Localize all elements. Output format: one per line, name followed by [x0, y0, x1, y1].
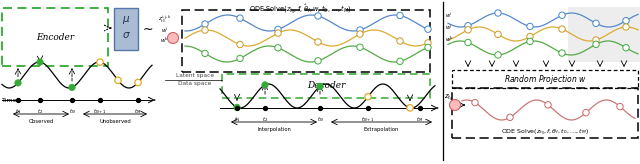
Text: Data space: Data space [179, 82, 212, 86]
Circle shape [559, 50, 565, 56]
Text: $w^i$: $w^i$ [445, 10, 453, 20]
Circle shape [202, 21, 208, 27]
Circle shape [36, 59, 44, 65]
Circle shape [593, 20, 599, 27]
Text: $t_M$: $t_M$ [417, 115, 424, 124]
Circle shape [237, 15, 243, 21]
Bar [182, 10, 430, 72]
Circle shape [97, 59, 103, 65]
Text: $\sigma$: $\sigma$ [122, 30, 131, 40]
Text: $w^k$: $w^k$ [445, 34, 454, 44]
Text: $w^i$: $w^i$ [161, 25, 169, 35]
Text: $w^j$: $w^j$ [445, 22, 453, 32]
Text: $t_1$: $t_1$ [234, 115, 240, 124]
Circle shape [465, 22, 471, 29]
Circle shape [559, 26, 565, 32]
Circle shape [202, 50, 208, 57]
Bar [452, 70, 638, 88]
Circle shape [365, 93, 371, 100]
Text: Time: Time [2, 98, 17, 102]
Circle shape [357, 31, 364, 37]
Bar [114, 8, 138, 50]
Circle shape [617, 103, 623, 110]
Text: $\mu$: $\mu$ [122, 14, 130, 26]
Text: $t_1$: $t_1$ [15, 107, 21, 116]
Circle shape [275, 30, 281, 36]
Circle shape [507, 114, 513, 121]
Circle shape [397, 58, 403, 64]
Text: Decoder: Decoder [307, 82, 345, 91]
Circle shape [357, 44, 364, 50]
Circle shape [315, 39, 321, 45]
Circle shape [275, 26, 281, 33]
Circle shape [315, 13, 321, 19]
Circle shape [495, 52, 501, 58]
Circle shape [527, 23, 533, 30]
Circle shape [69, 84, 76, 91]
Text: $t_2$: $t_2$ [262, 115, 268, 124]
Circle shape [357, 27, 364, 33]
Text: Unobserved: Unobserved [99, 119, 131, 124]
Text: Interpolation: Interpolation [257, 127, 291, 132]
Text: $t_{N+1}$: $t_{N+1}$ [93, 107, 107, 116]
Text: $\sim$: $\sim$ [140, 21, 154, 34]
Circle shape [425, 44, 431, 51]
Circle shape [397, 12, 403, 19]
Circle shape [15, 80, 21, 86]
Text: $w^k$: $w^k$ [161, 35, 170, 45]
Circle shape [237, 41, 243, 48]
Bar [2, 8, 108, 66]
Circle shape [583, 109, 589, 116]
Text: $t_M$: $t_M$ [134, 107, 141, 116]
Circle shape [495, 31, 501, 38]
Circle shape [262, 82, 268, 88]
Circle shape [623, 18, 629, 24]
Circle shape [623, 24, 629, 30]
Circle shape [275, 45, 281, 51]
Text: $t_N$: $t_N$ [68, 107, 76, 116]
Text: $z_{t_0}$: $z_{t_0}$ [444, 93, 454, 103]
Text: $t_2$: $t_2$ [37, 107, 43, 116]
Text: Random Projection $w$: Random Projection $w$ [504, 72, 586, 85]
Circle shape [135, 79, 141, 86]
Circle shape [495, 10, 501, 16]
Circle shape [623, 45, 629, 51]
Circle shape [202, 27, 208, 33]
Circle shape [465, 27, 471, 33]
Circle shape [407, 105, 413, 111]
Text: ODE Solve$(z_{t_0}, f, \hat{\theta}_f, w, t_0, \ldots, t_M)$: ODE Solve$(z_{t_0}, f, \hat{\theta}_f, w… [249, 3, 351, 16]
Circle shape [317, 83, 323, 90]
Bar [568, 7, 640, 62]
Text: Encoder: Encoder [36, 32, 74, 41]
Circle shape [465, 39, 471, 46]
Circle shape [449, 100, 461, 111]
Text: $z_{t_0}^{i,j,k}$: $z_{t_0}^{i,j,k}$ [158, 14, 172, 26]
Circle shape [237, 55, 243, 62]
Circle shape [472, 99, 478, 106]
Circle shape [425, 26, 431, 32]
Circle shape [425, 40, 431, 46]
Bar [222, 74, 430, 98]
Text: Extrapolation: Extrapolation [364, 127, 399, 132]
Circle shape [315, 58, 321, 64]
Circle shape [234, 104, 240, 111]
Text: $t_{N+1}$: $t_{N+1}$ [362, 115, 374, 124]
Circle shape [593, 41, 599, 48]
Bar [452, 88, 638, 138]
Text: Observed: Observed [28, 119, 54, 124]
Circle shape [168, 32, 179, 43]
Circle shape [397, 38, 403, 44]
Text: Latent space: Latent space [176, 73, 214, 79]
Circle shape [559, 12, 565, 18]
Circle shape [545, 102, 551, 108]
Text: ODE Solve$(z_{t_0}, f, \theta_f, t_0, \ldots, t_M)$: ODE Solve$(z_{t_0}, f, \theta_f, t_0, \l… [501, 127, 589, 137]
Circle shape [527, 38, 533, 45]
Circle shape [527, 33, 533, 40]
Circle shape [115, 77, 121, 83]
Text: $t_N$: $t_N$ [317, 115, 323, 124]
Circle shape [593, 37, 599, 43]
